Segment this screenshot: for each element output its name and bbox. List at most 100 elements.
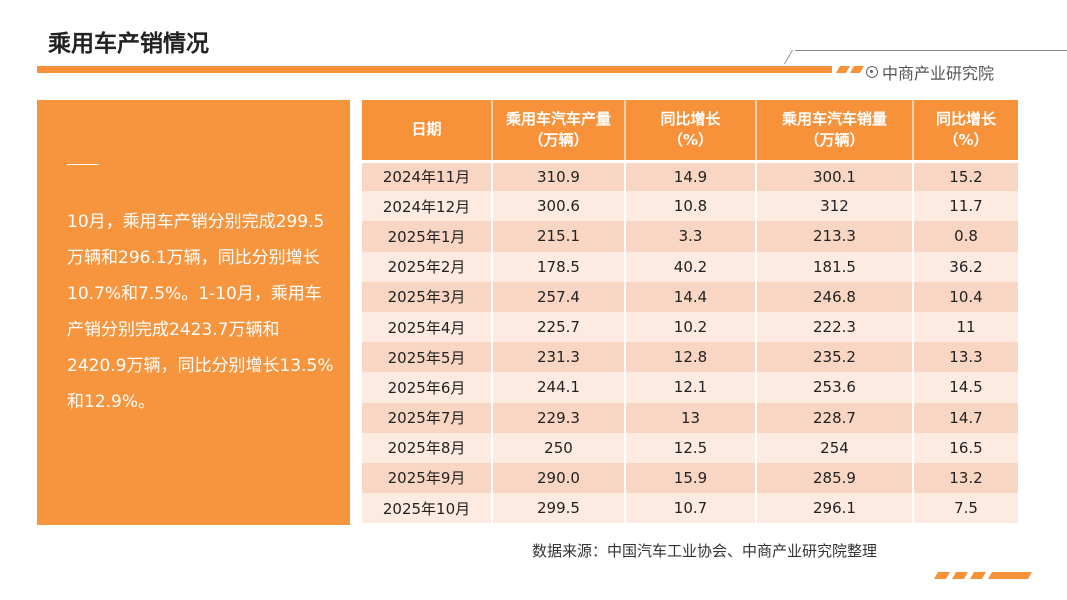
table-cell: 36.2 — [913, 251, 1018, 282]
table-row: 2025年6月 244.1 12.1 253.6 14.5 — [362, 372, 1018, 403]
table-cell: 285.9 — [756, 462, 914, 494]
table-cell: 10.4 — [913, 281, 1018, 312]
table-row: 2025年3月 257.4 14.4 246.8 10.4 — [362, 281, 1018, 312]
table-cell: 12.8 — [625, 342, 757, 373]
table-cell: 11 — [913, 311, 1018, 343]
column-header-sales-growth: 同比增长（%） — [913, 100, 1018, 163]
column-header-label: 同比增长（%） — [660, 109, 721, 149]
table-cell: 290.0 — [492, 462, 626, 494]
table-cell: 2024年12月 — [362, 191, 493, 222]
table-cell: 244.1 — [492, 372, 626, 403]
table-cell: 257.4 — [492, 281, 626, 312]
table-cell: 296.1 — [756, 493, 914, 524]
table-cell: 2024年11月 — [362, 161, 493, 192]
table-row: 2025年5月 231.3 12.8 235.2 13.3 — [362, 342, 1018, 373]
accent-slash — [933, 572, 951, 579]
table-cell: 2025年4月 — [362, 311, 493, 343]
column-header-label: 乘用车汽车产量（万辆） — [505, 109, 611, 149]
divider — [67, 164, 99, 165]
table-cell: 2025年7月 — [362, 402, 493, 433]
table-cell: 3.3 — [625, 221, 757, 252]
table-cell: 250 — [492, 432, 626, 463]
column-header-label: 乘用车汽车销量（万辆） — [781, 109, 887, 149]
table-cell: 14.9 — [625, 161, 757, 192]
table-cell: 12.5 — [625, 432, 757, 463]
table-cell: 15.9 — [625, 462, 757, 494]
table-cell: 14.7 — [913, 402, 1018, 433]
table-cell: 253.6 — [756, 372, 914, 403]
brand-name: 中商产业研究院 — [882, 64, 995, 83]
table-cell: 16.5 — [913, 432, 1018, 463]
table-row: 2025年1月 215.1 3.3 213.3 0.8 — [362, 221, 1018, 252]
table-cell: 215.1 — [492, 221, 626, 252]
accent-slash — [849, 66, 865, 73]
table-cell: 15.2 — [913, 161, 1018, 192]
table-cell: 254 — [756, 432, 914, 463]
table-cell: 178.5 — [492, 251, 626, 282]
table-cell: 2025年8月 — [362, 432, 493, 463]
table-cell: 13.3 — [913, 342, 1018, 373]
table-cell: 2025年10月 — [362, 493, 493, 524]
divider — [795, 50, 1067, 51]
table-cell: 2025年6月 — [362, 372, 493, 403]
summary-text: 10月，乘用车产销分别完成299.5万辆和296.1万辆，同比分别增长10.7%… — [67, 212, 334, 412]
table-cell: 12.1 — [625, 372, 757, 403]
table-cell: 10.2 — [625, 311, 757, 343]
table-row: 2024年11月 310.9 14.9 300.1 15.2 — [362, 161, 1018, 192]
column-header-date: 日期 — [362, 100, 493, 163]
data-table: 日期 乘用车汽车产量（万辆） 同比增长（%） 乘用车汽车销量（万辆） 同比增长（… — [362, 100, 1018, 524]
table-cell: 2025年5月 — [362, 342, 493, 373]
table-cell: 300.1 — [756, 161, 914, 192]
table-row: 2025年10月 299.5 10.7 296.1 7.5 — [362, 493, 1018, 524]
column-header-production-growth: 同比增长（%） — [625, 100, 757, 163]
table-cell: 310.9 — [492, 161, 626, 192]
accent-slash — [987, 572, 1033, 579]
table-cell: 0.8 — [913, 221, 1018, 252]
divider — [783, 50, 794, 64]
table-cell: 10.7 — [625, 493, 757, 524]
column-header-sales: 乘用车汽车销量（万辆） — [756, 100, 914, 163]
table-cell: 229.3 — [492, 402, 626, 433]
table-cell: 300.6 — [492, 191, 626, 222]
table-cell: 181.5 — [756, 251, 914, 282]
table-cell: 11.7 — [913, 191, 1018, 222]
table-cell: 40.2 — [625, 251, 757, 282]
table-cell: 14.4 — [625, 281, 757, 312]
table-cell: 312 — [756, 191, 914, 222]
summary-panel: 10月，乘用车产销分别完成299.5万辆和296.1万辆，同比分别增长10.7%… — [37, 100, 350, 525]
column-header-label: 日期 — [411, 120, 442, 139]
table-cell: 13 — [625, 402, 757, 433]
table-cell: 246.8 — [756, 281, 914, 312]
brand-logo: 中商产业研究院 — [866, 60, 994, 84]
table-row: 2024年12月 300.6 10.8 312 11.7 — [362, 191, 1018, 222]
table-cell: 235.2 — [756, 342, 914, 373]
table-row: 2025年4月 225.7 10.2 222.3 11 — [362, 311, 1018, 343]
table-row: 2025年8月 250 12.5 254 16.5 — [362, 432, 1018, 463]
table-cell: 225.7 — [492, 311, 626, 343]
table-cell: 13.2 — [913, 462, 1018, 494]
target-icon — [866, 66, 878, 78]
table-row: 2025年2月 178.5 40.2 181.5 36.2 — [362, 251, 1018, 282]
table-cell: 213.3 — [756, 221, 914, 252]
table-cell: 228.7 — [756, 402, 914, 433]
table-cell: 2025年1月 — [362, 221, 493, 252]
table-row: 2025年7月 229.3 13 228.7 14.7 — [362, 402, 1018, 433]
table-cell: 299.5 — [492, 493, 626, 524]
table-cell: 231.3 — [492, 342, 626, 373]
accent-slash — [969, 572, 987, 579]
column-header-production: 乘用车汽车产量（万辆） — [492, 100, 626, 163]
table-cell: 2025年2月 — [362, 251, 493, 282]
accent-slash — [835, 66, 851, 73]
table-cell: 7.5 — [913, 493, 1018, 524]
table-cell: 10.8 — [625, 191, 757, 222]
table-cell: 2025年3月 — [362, 281, 493, 312]
accent-bar — [37, 66, 832, 73]
source-note: 数据来源：中国汽车工业协会、中商产业研究院整理 — [532, 542, 878, 560]
table-cell: 222.3 — [756, 311, 914, 343]
page-title: 乘用车产销情况 — [48, 31, 209, 57]
table-row: 2025年9月 290.0 15.9 285.9 13.2 — [362, 462, 1018, 494]
table-cell: 14.5 — [913, 372, 1018, 403]
table-cell: 2025年9月 — [362, 462, 493, 494]
column-header-label: 同比增长（%） — [935, 109, 996, 149]
accent-slash — [951, 572, 969, 579]
